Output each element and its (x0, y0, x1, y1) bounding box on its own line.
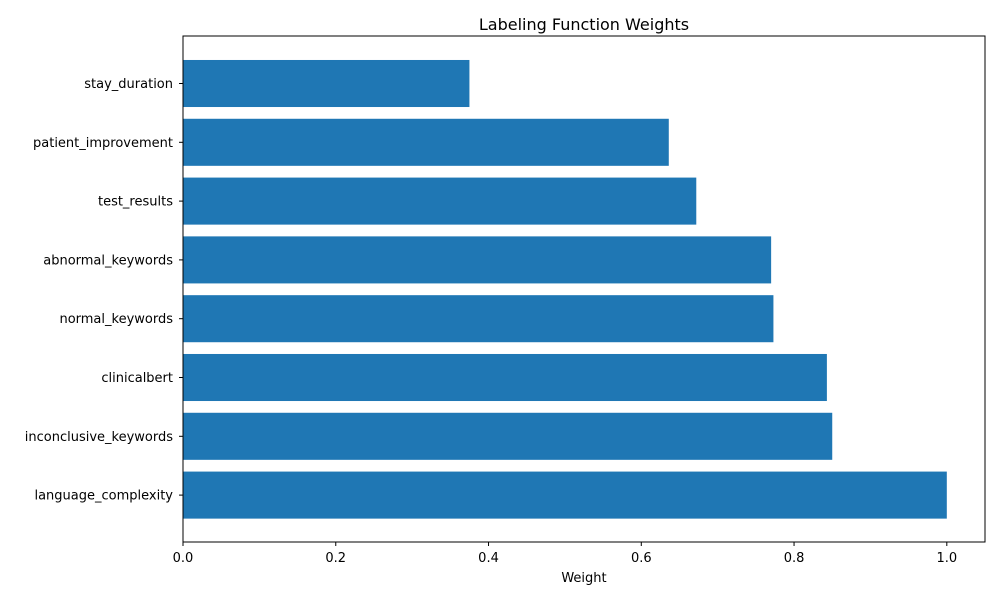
y-tick-label: normal_keywords (59, 312, 173, 327)
bar-clinicalbert (183, 353, 827, 402)
y-tick-label: inconclusive_keywords (25, 430, 173, 445)
bar-patient-improvement (183, 118, 669, 166)
y-tick-label: test_results (98, 195, 173, 210)
plot-frame (182, 35, 986, 543)
y-tick-label: stay_duration (84, 77, 173, 92)
bar-abnormal-keywords (183, 236, 772, 284)
y-tick-label: abnormal_keywords (43, 253, 173, 268)
bar-language-complexity (183, 471, 947, 519)
x-axis-label: Weight (561, 571, 606, 586)
x-tick-label: 0.2 (325, 551, 346, 566)
bar-inconclusive-keywords (183, 412, 833, 460)
x-tick-label: 0.6 (631, 551, 652, 566)
bar-stay-duration (183, 59, 470, 108)
y-tick-label: patient_improvement (33, 136, 173, 151)
y-tick-label: clinicalbert (101, 371, 173, 386)
x-tick-label: 1.0 (936, 551, 957, 566)
x-tick-label: 0.0 (173, 551, 194, 566)
y-tick-label: language_complexity (34, 489, 173, 504)
chart-title: Labeling Function Weights (479, 15, 689, 34)
bar-test-results (183, 177, 697, 225)
axes-layer: language_complexity inconclusive_keywords… (25, 35, 986, 566)
bar-normal-keywords (183, 295, 774, 343)
bars-layer (183, 59, 947, 519)
x-tick-label: 0.8 (784, 551, 805, 566)
x-tick-label: 0.4 (478, 551, 499, 566)
